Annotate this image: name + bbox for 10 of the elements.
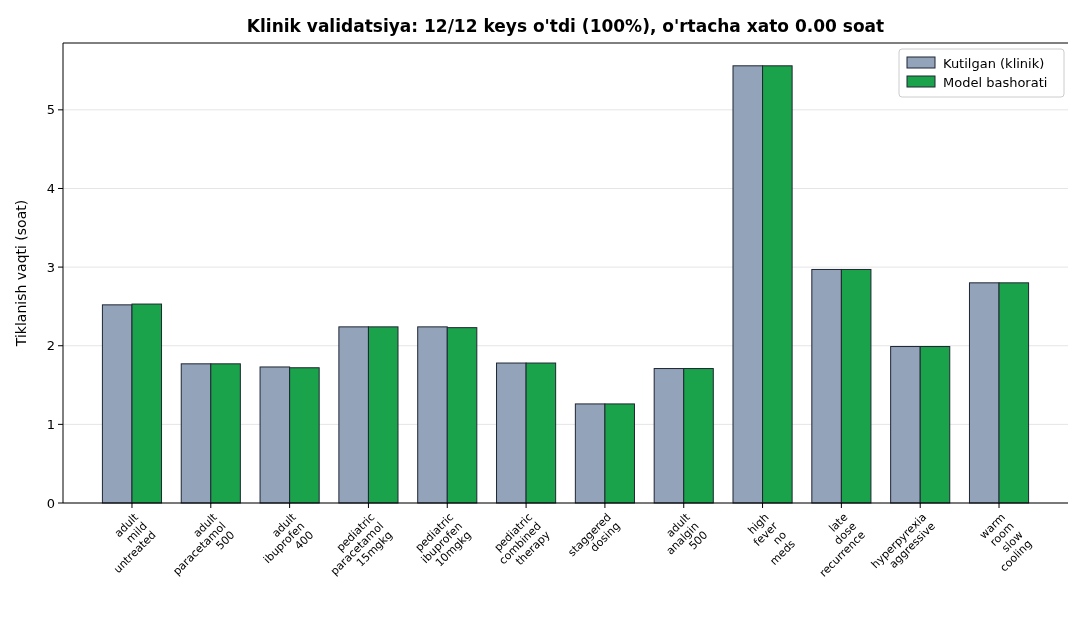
chart-title: Klinik validatsiya: 12/12 keys o'tdi (100%), o'rtacha xato 0.00 soat (246, 16, 885, 36)
y-tick-label: 2 (46, 338, 55, 354)
y-tick-label: 4 (46, 181, 55, 197)
y-tick-label: 1 (46, 416, 55, 432)
y-tick-label: 3 (46, 259, 55, 275)
y-tick-label: 5 (46, 102, 55, 118)
legend-label: Model bashorati (943, 74, 1048, 90)
y-axis-title: Tiklanish vaqti (soat) (13, 199, 29, 348)
legend-label: Kutilgan (klinik) (943, 55, 1045, 71)
y-tick-label: 0 (46, 495, 55, 511)
